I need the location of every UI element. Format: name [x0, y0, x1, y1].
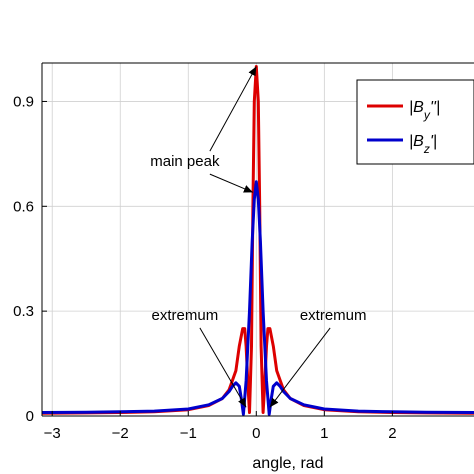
x-axis-title: angle, rad: [252, 455, 323, 472]
x-tick-label: −1: [180, 425, 197, 442]
annotation-arrow: [209, 66, 257, 152]
legend-box: [356, 79, 474, 165]
y-tick-label: 0.9: [13, 93, 34, 110]
x-tick-label: 0: [252, 425, 260, 442]
annotation-arrow: [199, 327, 247, 408]
annotation-label: extremum: [152, 307, 219, 324]
y-tick-label: 0.3: [13, 303, 34, 320]
x-tick-label: 2: [388, 425, 396, 442]
ticks: −3 −2 −1 0 1 2 0 0.3 0.6 0.9: [13, 93, 396, 442]
annotations: main peak extremum extremum: [150, 66, 367, 408]
series-line-bz: [41, 180, 474, 416]
x-tick-label: −2: [112, 425, 129, 442]
legend-entry: |By''|: [409, 99, 440, 122]
legend-entry: |Bz'|: [409, 133, 437, 156]
x-tick-label: 1: [320, 425, 328, 442]
annotation-label: extremum: [300, 307, 367, 324]
annotation-arrow: [209, 173, 254, 193]
legend: |By''| |Bz'|: [356, 79, 474, 165]
annotation-arrow: [269, 327, 331, 408]
x-tick-label: −3: [44, 425, 61, 442]
axes: [41, 62, 474, 417]
annotation-label: main peak: [150, 153, 220, 170]
y-tick-label: 0: [26, 408, 34, 425]
y-tick-label: 0.6: [13, 198, 34, 215]
